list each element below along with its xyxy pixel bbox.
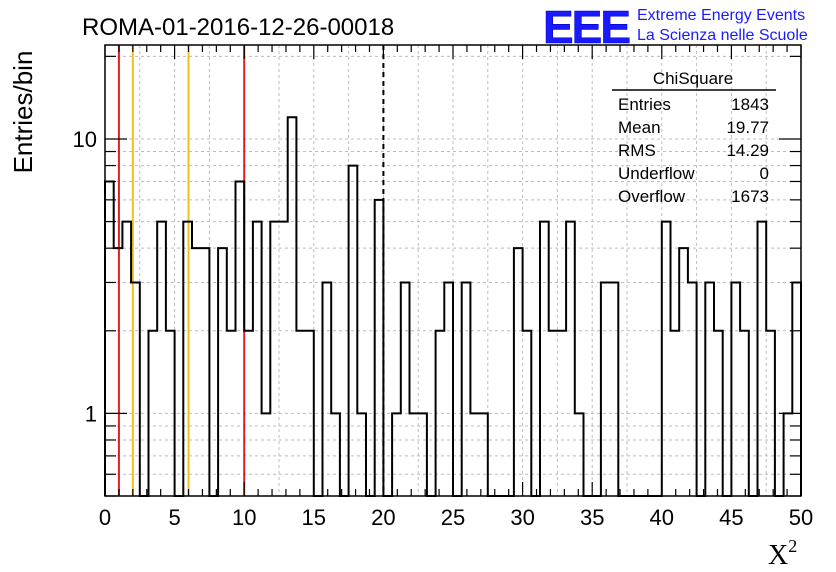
x-axis-label: X2 [768,536,797,571]
x-tick-label: 0 [99,505,111,530]
x-tick-label: 40 [650,505,674,530]
x-tick-label: 20 [371,505,395,530]
stats-row-label: Underflow [618,164,695,183]
y-axis-label: Entries/bin [8,51,38,174]
x-tick-label: 35 [580,505,604,530]
x-tick-label: 5 [168,505,180,530]
x-tick-label: 50 [789,505,813,530]
axes: 0 5 10 15 20 25 30 35 40 45 50 1 10 [73,44,813,530]
histogram-outline [104,116,802,497]
y-tick-label: 1 [85,401,97,426]
stats-row-value: 1673 [731,187,769,206]
stats-row-value: 0 [760,164,769,183]
eee-logo: EEE Extreme Energy Events La Scienza nel… [543,1,808,54]
stats-row-label: RMS [618,141,656,160]
stats-rows: Entries 1843 Mean 19.77 RMS 14.29 Underflow 0 Ov… [618,95,769,206]
stats-row-value: 14.29 [726,141,769,160]
eee-logo-line2: La Scienza nelle Scuole [637,27,808,44]
x-tick-label: 30 [510,505,534,530]
chart-title: ROMA-01-2016-12-26-00018 [82,14,394,41]
x-axis-label-sup: 2 [788,536,797,556]
stats-box: ChiSquare Entries 1843 Mean 19.77 RMS 14.29 Un… [612,69,776,206]
stats-title: ChiSquare [653,69,733,88]
stats-row-label: Overflow [618,187,686,206]
x-tick-label: 25 [441,505,465,530]
stats-row-label: Entries [618,95,671,114]
stats-row-value: 19.77 [726,118,769,137]
threshold-lines [117,45,385,496]
x-tick-label: 45 [719,505,743,530]
y-tick-label: 10 [73,127,97,152]
x-tick-label: 15 [302,505,326,530]
stats-row-value: 1843 [731,95,769,114]
eee-logo-line1: Extreme Energy Events [637,7,805,24]
stats-row-label: Mean [618,118,661,137]
x-axis-label-main: X [768,540,788,571]
x-tick-label: 10 [232,505,256,530]
